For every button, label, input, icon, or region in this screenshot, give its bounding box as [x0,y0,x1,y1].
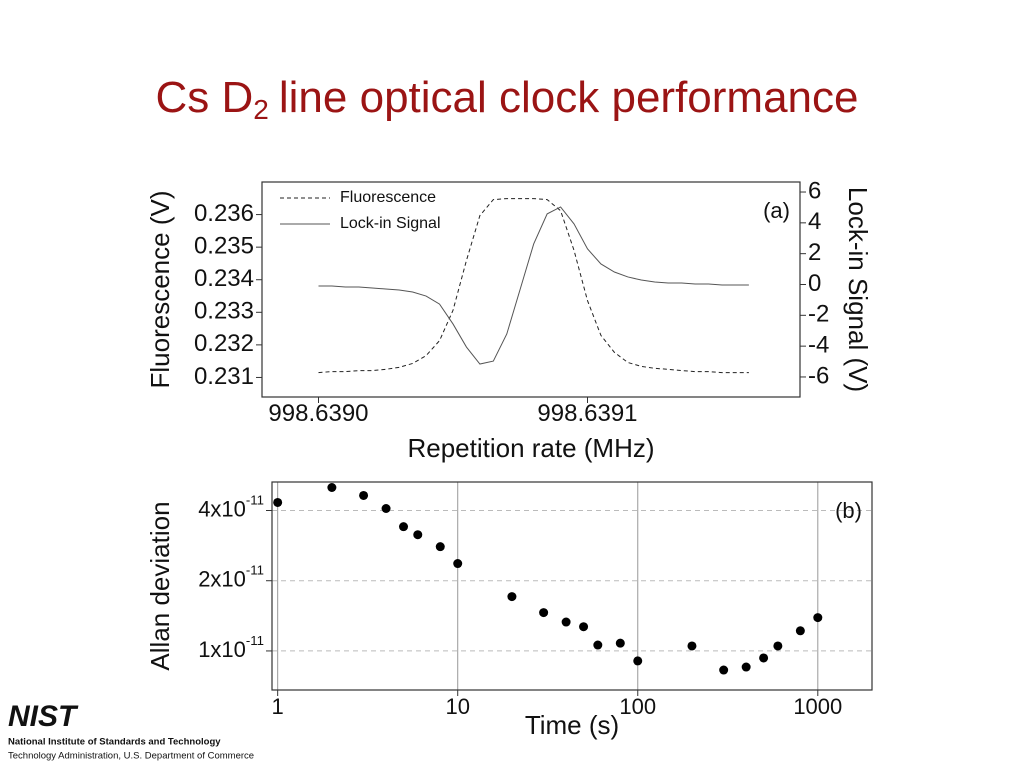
data-point [453,559,463,569]
y-tick-label: 0.234 [194,265,254,292]
panel-label: (a) [763,198,790,223]
tick-label-base: 998.6390 [268,400,368,427]
y2-tick-label: 4 [808,208,821,235]
y-tick-label: 2x10-11 [198,563,264,591]
title-part: Cs D [156,73,254,122]
y-tick-label: 0.233 [194,298,254,325]
y-tick-label: 4x10-11 [198,493,264,521]
tick-label-exponent: -11 [246,563,264,578]
x-tick-label: 998.6390 [268,400,368,427]
tick-label-exponent: -11 [246,493,264,508]
data-point [327,482,337,492]
tick-label-base: 1x10 [198,637,246,662]
series-line [318,198,749,374]
x-tick-label: 100 [619,694,656,719]
data-point [507,592,517,602]
x-axis-label: Time (s) [525,710,619,740]
x-axis-label: Repetition rate (MHz) [407,433,654,463]
data-point [687,641,697,651]
data-point [435,542,445,552]
data-point [413,530,423,540]
data-point [273,497,283,507]
x-tick-label: 1000 [793,694,842,719]
nist-logo: NIST [8,700,79,733]
data-point [633,656,643,666]
data-point [359,490,369,500]
y-axis-label: Fluorescence (V) [145,191,175,389]
data-point [579,622,589,632]
y-axis-label: Allan deviation [145,501,175,670]
title-subscript: 2 [253,94,269,125]
x-tick-label: 10 [445,694,469,719]
data-point [773,641,783,651]
tick-label-base: 998.6391 [537,400,637,427]
tick-label-base: 2x10 [198,567,246,592]
x-tick-label: 998.6391 [537,400,637,427]
y2-tick-label: -4 [808,331,829,358]
y2-tick-label: 0 [808,270,821,297]
data-point [615,638,625,648]
y2-axis-label: Lock-in Signal (V) [843,187,873,392]
data-point [539,608,549,618]
y-tick-label: 0.236 [194,200,254,227]
data-point [561,617,571,627]
data-point [399,522,409,532]
data-point [719,665,729,675]
data-point [741,662,751,672]
tick-label-base: 4x10 [198,496,246,521]
footer-line: Technology Administration, U.S. Departme… [8,751,254,762]
x-tick-label: 1 [272,694,284,719]
y2-tick-label: -2 [808,301,829,328]
data-point [795,626,805,636]
legend-label: Fluorescence [340,189,436,206]
plot-frame [271,481,873,691]
y2-tick-label: 6 [808,177,821,204]
data-point [593,640,603,650]
y-tick-label: 1x10-11 [198,633,264,661]
series-line [318,206,749,365]
data-point [759,653,769,663]
y-tick-label: 0.232 [194,330,254,357]
legend-label: Lock-in Signal [340,215,441,232]
y-tick-label: 0.235 [194,232,254,259]
title-part: line optical clock performance [279,73,859,122]
panel-label: (b) [835,498,862,523]
tick-label-exponent: -11 [246,633,264,648]
y2-tick-label: -6 [808,362,829,389]
slide-title: Cs D2 line optical clock performance [156,73,859,126]
plot-frame [261,181,801,398]
data-point [381,504,391,514]
data-point [813,613,823,623]
y-tick-label: 0.231 [194,363,254,390]
y2-tick-label: 2 [808,239,821,266]
footer-line: National Institute of Standards and Tech… [8,737,221,748]
